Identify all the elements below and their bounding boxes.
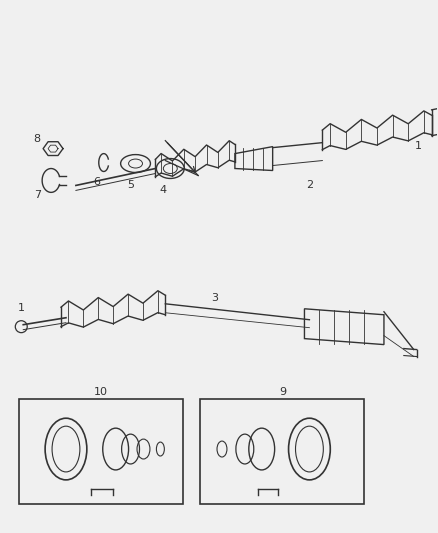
Text: 1: 1 xyxy=(18,303,25,313)
Bar xyxy=(19,399,183,504)
Text: 1: 1 xyxy=(415,141,422,151)
Bar xyxy=(200,399,364,504)
Text: 4: 4 xyxy=(160,185,167,196)
Text: 3: 3 xyxy=(212,293,219,303)
Text: 2: 2 xyxy=(306,181,313,190)
Text: 5: 5 xyxy=(127,181,134,190)
Text: 8: 8 xyxy=(34,134,41,144)
Text: 9: 9 xyxy=(279,387,286,397)
Text: 7: 7 xyxy=(34,190,41,200)
Text: 10: 10 xyxy=(94,387,108,397)
Text: 6: 6 xyxy=(93,177,100,188)
